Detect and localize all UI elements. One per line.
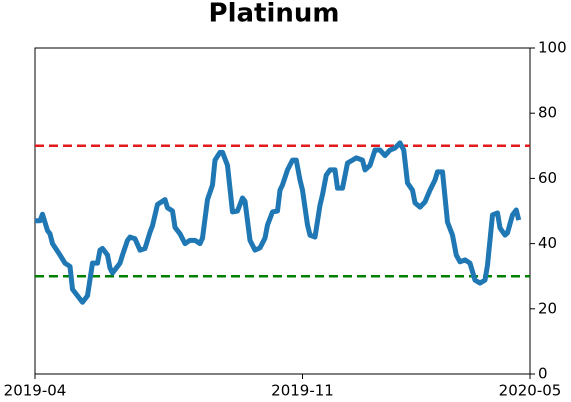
y-tick-label: 60 [538, 169, 557, 187]
chart-title: Platinum [209, 0, 340, 29]
x-tick-label: 2019-11 [271, 382, 334, 400]
x-tick-label: 2020-05 [499, 382, 562, 400]
y-tick-label: 20 [538, 299, 557, 317]
y-tick-label: 0 [538, 365, 548, 383]
y-tick-label: 80 [538, 104, 557, 122]
y-tick-label: 100 [538, 39, 567, 57]
y-tick-label: 40 [538, 234, 557, 252]
data-line [35, 140, 522, 305]
plot-frame [34, 47, 531, 375]
x-tick-label: 2019-04 [4, 382, 67, 400]
